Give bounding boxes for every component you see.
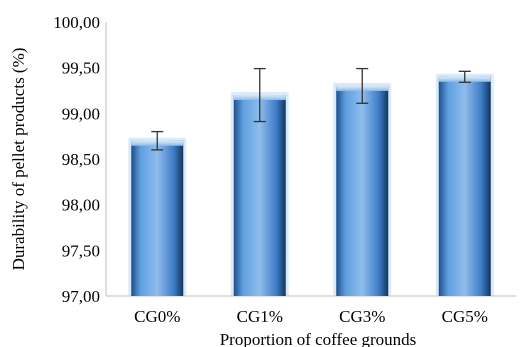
error-bar [356,67,369,104]
x-tick-label: CG5% [442,307,488,326]
bar-body [336,85,389,296]
x-tick-labels: CG0% CG1% CG3% CG5% [134,307,488,326]
y-tick-label: 98,00 [62,196,100,215]
error-bar [253,67,266,123]
x-tick-label: CG3% [339,307,385,326]
y-tick-label: 97,00 [62,287,100,306]
bar-body [131,140,184,296]
y-tick-label: 97,50 [62,241,100,260]
error-bar [458,70,471,83]
error-bar [151,130,164,151]
y-tick-label: 99,00 [62,104,100,123]
y-axis-label: Durability of pellet products (%) [9,48,28,271]
bar-cg0pct [128,137,187,296]
x-tick-label: CG0% [134,307,180,326]
x-tick-label: CG1% [237,307,283,326]
bar-cg3pct [333,82,392,296]
bar-cg5pct [435,73,494,296]
bar-cg1pct [230,92,289,296]
error-bars [151,67,471,151]
bar-series [128,73,494,296]
y-tick-label: 100,00 [53,13,100,32]
y-tick-label: 99,50 [62,59,100,78]
y-tick-labels: 97,00 97,50 98,00 98,50 99,00 99,50 100,00 [53,13,100,306]
bar-body [438,76,491,296]
x-axis-label: Proportion of coffee grounds [220,330,417,347]
y-tick-label: 98,50 [62,150,100,169]
bar-body [233,95,286,296]
